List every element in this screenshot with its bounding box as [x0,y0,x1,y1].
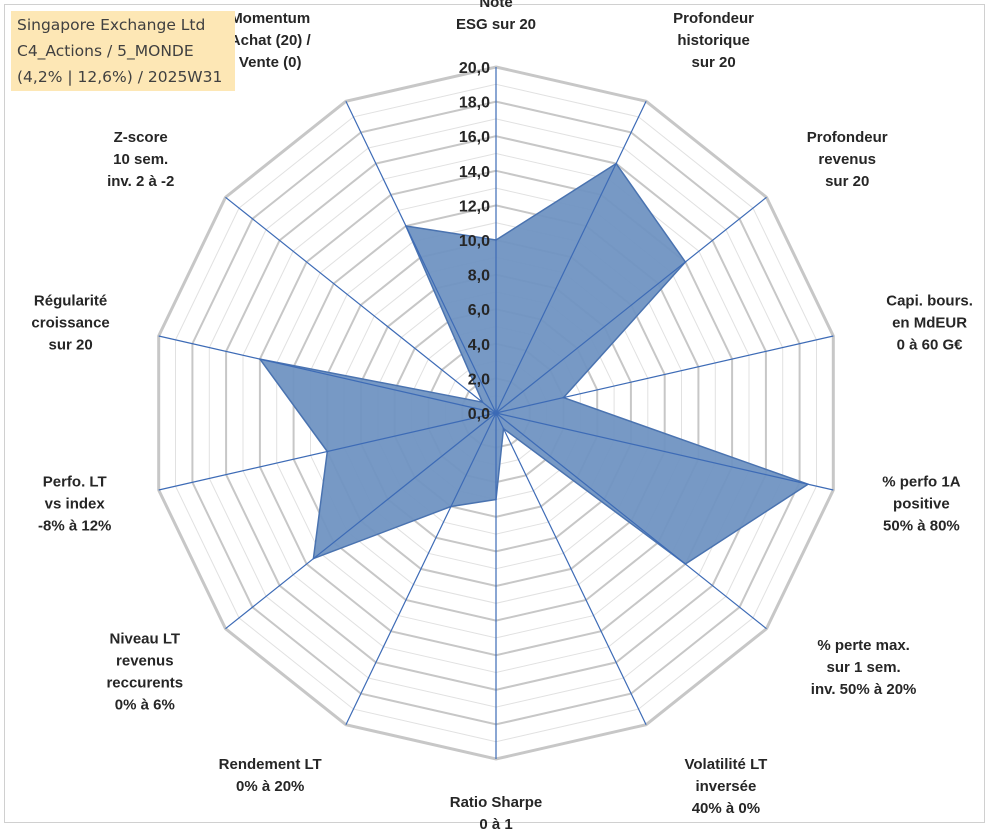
axis-label-line: sur 20 [48,336,92,353]
axis-label-line: Note [479,0,512,11]
axis-label-line: -8% à 12% [38,518,111,535]
tick-label: 16,0 [459,129,490,146]
axis-label-line: inversée [695,778,756,795]
info-category: C4_Actions / 5_MONDE [17,42,194,60]
axis-label-line: Vente (0) [239,54,302,71]
tick-label: 14,0 [459,164,490,181]
axis-label-line: sur 20 [691,54,735,71]
axis-label-line: Z-score [114,129,168,146]
axis-label-line: reccurents [106,675,183,692]
axis-spoke [495,101,647,414]
axis-spoke [345,412,497,725]
ticks: 0,0 2,0 4,0 6,0 8,0 10,0 12,0 14,0 16,0 18,0 20,0 [459,60,490,423]
axis-spoke [495,412,767,630]
axis-label-line: revenus [818,151,876,168]
axis-label-line: 10 sem. [113,151,168,168]
axis-label-line: Profondeur [807,129,888,146]
tick-label: 18,0 [459,95,490,112]
axis-label-line: Perfo. LT [43,474,107,491]
axis-label-line: Profondeur [673,10,754,27]
axis-label-line: inv. 2 à -2 [107,173,174,190]
axis-label-line: 0% à 6% [115,697,175,714]
axis-label-line: % perte max. [817,637,910,654]
axis-label-line: croissance [31,314,109,331]
axis-label-line: sur 1 sem. [826,659,900,676]
spokes [158,67,834,759]
tick-label: 0,0 [468,406,490,423]
axis-label-line: Ratio Sharpe [450,794,543,811]
axis-labels: Note ESG sur 20 Profondeur historique sur 20… [31,0,973,829]
axis-label-line: Régularité [34,292,107,309]
axis-label-line: Niveau LT [110,631,181,648]
axis-label-line: 0 à 1 [479,816,512,829]
axis-label-line: 50% à 80% [883,518,960,535]
tick-label: 10,0 [459,233,490,250]
axis-spoke [345,101,497,414]
axis-label-line: revenus [116,653,174,670]
axis-label-line: Achat (20) / [230,32,312,49]
info-box: Singapore Exchange Ltd C4_Actions / 5_MO… [11,11,235,91]
axis-spoke [225,196,497,414]
axis-label-line: Rendement LT [219,756,322,773]
axis-spoke [158,335,497,414]
axis-label-line: en MdEUR [892,314,967,331]
tick-label: 6,0 [468,302,490,319]
tick-label: 8,0 [468,268,490,285]
axis-label-line: positive [893,496,950,513]
axis-label-line: 40% à 0% [692,800,760,817]
axis-label-line: ESG sur 20 [456,16,536,33]
axis-label-line: vs index [45,496,106,513]
axis-spoke [495,335,834,414]
tick-label: 2,0 [468,371,490,388]
axis-spoke [495,412,834,491]
axis-label-line: sur 20 [825,173,869,190]
tick-label: 20,0 [459,60,490,77]
axis-label-line: Capi. bours. [886,292,973,309]
axis-spoke [225,412,497,630]
series [259,162,809,565]
axis-spoke [495,412,647,725]
axis-label-line: 0% à 20% [236,778,304,795]
series-area [259,162,809,565]
axis-label-line: 0 à 60 G€ [897,336,964,353]
axis-spoke [158,412,497,491]
axis-label-line: Volatilité LT [685,756,768,773]
tick-label: 4,0 [468,337,490,354]
tick-label: 12,0 [459,198,490,215]
info-stats: (4,2% | 12,6%) / 2025W31 [17,68,223,86]
info-company: Singapore Exchange Ltd [17,16,206,34]
axis-label-line: inv. 50% à 20% [811,681,917,698]
axis-label-line: Momentum [230,10,310,27]
axis-spoke [495,196,767,414]
axis-label-line: historique [677,32,750,49]
axis-label-line: % perfo 1A [882,474,961,491]
